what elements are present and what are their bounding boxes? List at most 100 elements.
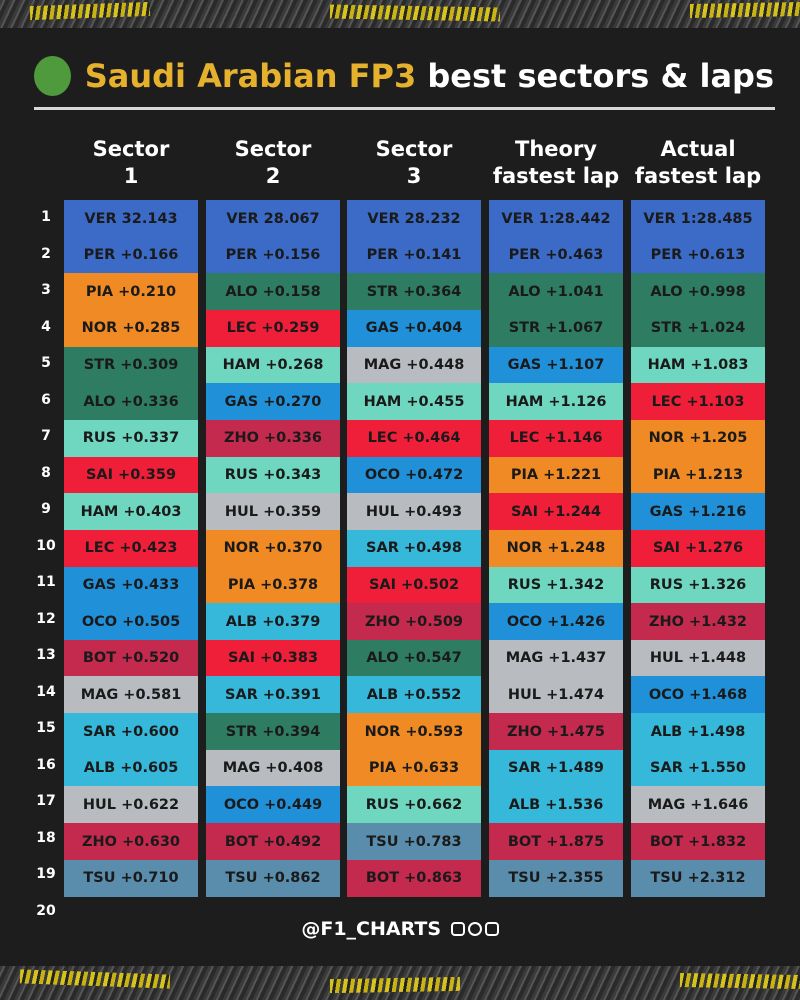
result-cell: VER 28.067 — [206, 200, 340, 237]
result-cell: HAM +0.403 — [64, 493, 198, 531]
result-cell: STR +0.309 — [64, 346, 198, 384]
result-cell: SAI +0.383 — [206, 639, 340, 677]
result-cell: BOT +0.520 — [64, 639, 198, 677]
rank-number: 2 — [41, 245, 51, 262]
result-cell: PIA +0.378 — [206, 566, 340, 604]
bottom-hazard-stripe — [329, 976, 461, 994]
column-header-line2: 1 — [123, 164, 139, 188]
result-cell: MAG +0.408 — [206, 749, 340, 787]
column-header: Actual fastest lap — [631, 136, 765, 190]
result-cell: GAS +0.433 — [64, 566, 198, 604]
header-divider — [34, 107, 775, 110]
result-cell: MAG +0.448 — [347, 346, 481, 384]
column-header-line1: Actual — [660, 137, 736, 161]
result-cell: PIA +1.221 — [489, 456, 623, 494]
saudi-flag-icon — [34, 56, 71, 96]
rank-number: 19 — [36, 866, 56, 882]
result-cell: BOT +0.492 — [206, 823, 340, 861]
result-cell: PER +0.166 — [64, 236, 198, 274]
rank-number: 12 — [36, 610, 56, 627]
result-cell: ALO +0.336 — [64, 383, 198, 421]
rank-number: 3 — [41, 282, 51, 298]
result-cell: OCO +0.505 — [64, 603, 198, 641]
result-cell: SAI +1.244 — [489, 493, 623, 531]
result-cell: TSU +2.355 — [489, 859, 623, 897]
column-header-line1: Sector — [234, 137, 312, 161]
result-cell: PER +0.463 — [489, 236, 623, 274]
result-cell: RUS +0.662 — [347, 786, 481, 824]
result-cell: ALB +0.605 — [64, 749, 198, 787]
rank-number: 8 — [41, 464, 51, 481]
rank-number: 16 — [36, 756, 56, 773]
rank-number: 11 — [36, 574, 56, 590]
result-cell: STR +1.067 — [489, 309, 623, 347]
result-cell: BOT +0.863 — [347, 859, 481, 897]
top-hazard-stripe — [689, 2, 800, 18]
result-cell: LEC +1.146 — [489, 419, 623, 457]
result-cell: VER 1:28.442 — [489, 200, 623, 237]
result-cell: HAM +0.268 — [206, 346, 340, 384]
title-rest: best sectors & laps — [416, 57, 774, 95]
result-cell: ALB +1.498 — [631, 713, 765, 751]
result-cell: ALO +0.998 — [631, 273, 765, 311]
instagram-icon — [467, 922, 482, 936]
rank-number: 17 — [36, 793, 56, 809]
result-cell: HAM +1.083 — [631, 346, 765, 384]
result-cell: PIA +0.633 — [347, 749, 481, 787]
result-cell: ZHO +0.509 — [347, 603, 481, 641]
result-cell: ZHO +0.336 — [206, 419, 340, 457]
result-cell: SAI +1.276 — [631, 529, 765, 567]
result-cell: NOR +0.370 — [206, 529, 340, 567]
column-header: Sector 3 — [347, 136, 481, 190]
result-cell: PIA +0.210 — [64, 273, 198, 311]
result-cell: SAR +1.550 — [631, 749, 765, 787]
title-highlight: Saudi Arabian FP3 — [84, 57, 417, 95]
column-header-line1: Sector — [92, 137, 170, 161]
result-cell: GAS +1.216 — [631, 493, 765, 531]
result-cell: OCO +0.449 — [206, 786, 340, 824]
column-header-line2: fastest lap — [492, 164, 620, 188]
result-cell: ALB +1.536 — [489, 786, 623, 824]
footer-handle: @F1_CHARTS — [301, 918, 442, 940]
rank-number: 6 — [41, 391, 51, 408]
result-cell: LEC +0.423 — [64, 529, 198, 567]
result-cell: SAR +0.498 — [347, 529, 481, 567]
result-cell: SAR +1.489 — [489, 749, 623, 787]
result-cell: HAM +0.455 — [347, 383, 481, 421]
result-cell: BOT +1.832 — [631, 823, 765, 861]
result-cell: LEC +0.464 — [347, 419, 481, 457]
result-cell: PER +0.613 — [631, 236, 765, 274]
result-cell: OCO +1.426 — [489, 603, 623, 641]
result-cell: MAG +1.646 — [631, 786, 765, 824]
result-cell: TSU +0.783 — [347, 823, 481, 861]
rank-number: 5 — [41, 355, 51, 371]
column-header-line2: fastest lap — [634, 164, 762, 188]
column-header: Sector 1 — [64, 136, 198, 190]
top-hazard-stripe — [329, 4, 501, 22]
rank-number: 10 — [36, 537, 56, 554]
result-cell: VER 32.143 — [64, 200, 198, 237]
result-cell: RUS +0.337 — [64, 419, 198, 457]
column-header: Theory fastest lap — [489, 136, 623, 190]
page-title: Saudi Arabian FP3 best sectors & laps — [85, 57, 774, 95]
rank-number: 7 — [41, 428, 51, 444]
rank-number: 14 — [36, 683, 56, 700]
result-cell: LEC +1.103 — [631, 383, 765, 421]
rank-number: 9 — [41, 501, 51, 517]
column-header-line1: Sector — [375, 137, 453, 161]
result-cell: HUL +0.359 — [206, 493, 340, 531]
result-cell: TSU +0.710 — [64, 859, 198, 897]
result-cell: SAI +0.359 — [64, 456, 198, 494]
column-header: Sector 2 — [206, 136, 340, 190]
result-cell: RUS +0.343 — [206, 456, 340, 494]
result-cell: HUL +0.493 — [347, 493, 481, 531]
bottom-hazard-stripe — [679, 972, 800, 990]
result-cell: OCO +0.472 — [347, 456, 481, 494]
result-cell: LEC +0.259 — [206, 309, 340, 347]
footer: @F1_CHARTS — [0, 918, 800, 940]
column-header-line1: Theory — [515, 137, 597, 161]
result-cell: NOR +1.205 — [631, 419, 765, 457]
result-cell: RUS +1.342 — [489, 566, 623, 604]
result-cell: STR +0.364 — [347, 273, 481, 311]
result-cell: VER 28.232 — [347, 200, 481, 237]
